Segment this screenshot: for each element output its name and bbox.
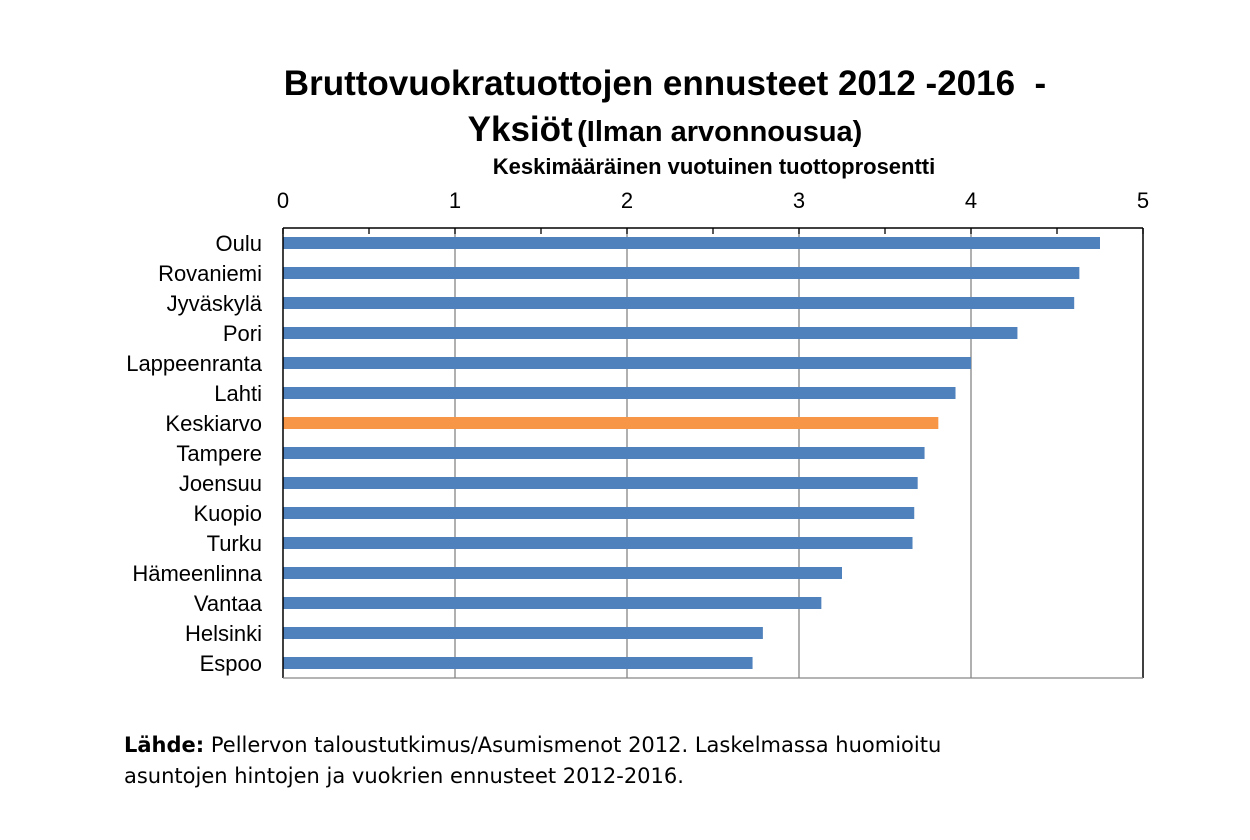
source-note: Lähde: Pellervon taloustutkimus/Asumisme…: [124, 730, 941, 792]
category-label: Turku: [207, 531, 262, 556]
bar: [283, 327, 1018, 339]
chart-title-line1: Bruttovuokratuottojen ennusteet 2012 -20…: [283, 64, 1047, 103]
chart-subtitle: (Ilman arvonnousua): [577, 116, 863, 148]
bar: [283, 237, 1100, 249]
category-label: Tampere: [176, 441, 262, 466]
x-tick-label: 4: [965, 188, 977, 213]
x-axis-title: Keskimääräinen vuotuinen tuottoprosentti: [492, 154, 936, 179]
bar-chart: Oulu Rovaniemi Jyväskylä Pori Lappeenranta La…: [126, 188, 1149, 679]
bar: [283, 297, 1075, 309]
category-label: Vantaa: [194, 591, 263, 616]
bar: [283, 387, 956, 399]
category-label: Helsinki: [185, 621, 262, 646]
category-label: Oulu: [216, 231, 262, 256]
category-label: Lahti: [214, 381, 262, 406]
x-tick-label: 2: [621, 188, 633, 213]
bar: [283, 447, 925, 459]
x-tick-label: 0: [277, 188, 289, 213]
chart-title-main: Yksiöt: [467, 110, 573, 149]
bar: [283, 267, 1080, 279]
x-tick-label: 3: [793, 188, 805, 213]
category-label: Espoo: [200, 651, 262, 676]
x-tick-label: 5: [1137, 188, 1149, 213]
bar: [283, 357, 971, 369]
category-label: Kuopio: [193, 501, 262, 526]
bar: [283, 417, 939, 429]
source-text-line1: Pellervon taloustutkimus/Asumismenot 201…: [204, 733, 942, 757]
bar: [283, 477, 918, 489]
source-text-line2: asuntojen hintojen ja vuokrien ennusteet…: [124, 764, 684, 788]
category-label: Lappeenranta: [126, 351, 263, 376]
category-label: Joensuu: [179, 471, 262, 496]
category-label: Hämeenlinna: [132, 561, 262, 586]
bar: [283, 597, 822, 609]
category-label: Keskiarvo: [165, 411, 262, 436]
chart-title-line2: Yksiöt (Ilman arvonnousua): [0, 110, 1250, 150]
category-label: Rovaniemi: [158, 261, 262, 286]
category-label: Pori: [223, 321, 262, 346]
source-label: Lähde:: [124, 733, 205, 757]
bar: [283, 537, 913, 549]
bar: [283, 567, 842, 579]
bar: [283, 657, 753, 669]
bar: [283, 627, 763, 639]
bar: [283, 507, 915, 519]
x-tick-label: 1: [449, 188, 461, 213]
category-label: Jyväskylä: [167, 291, 263, 316]
